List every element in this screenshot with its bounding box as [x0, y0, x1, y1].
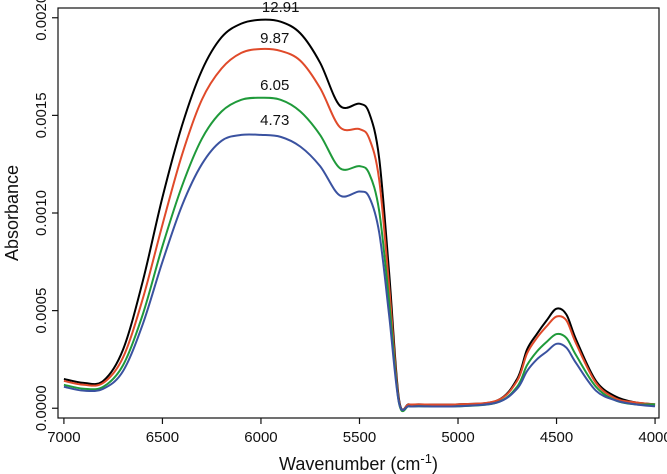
x-axis-title-superscript: -1: [420, 451, 432, 466]
x-tick-label: 6500: [146, 429, 179, 446]
series-label: 6.05: [260, 77, 289, 94]
series-label: 12.91: [262, 0, 300, 16]
x-tick-label: 6000: [244, 429, 277, 446]
series-layer: [63, 18, 656, 413]
series-label: 4.73: [260, 112, 289, 129]
y-axis-title: Absorbance: [2, 165, 22, 261]
annotation-layer: 12.91 9.87 6.05 4.73: [260, 0, 299, 129]
y-tick-label: 0.0005: [33, 288, 50, 334]
series-label: 9.87: [260, 30, 289, 47]
x-axis-title-suffix: ): [432, 454, 438, 474]
series-line-6.05: [63, 96, 656, 413]
y-axis-ticks: 0.0000 0.0005 0.0010 0.0015 0.0020: [33, 0, 58, 431]
y-tick-label: 0.0010: [33, 190, 50, 236]
x-tick-label: 4500: [540, 429, 573, 446]
plot-frame: [57, 7, 660, 419]
x-tick-label: 5500: [343, 429, 376, 446]
x-axis-title-main: Wavenumber (cm: [279, 454, 420, 474]
y-tick-label: 0.0020: [33, 0, 50, 41]
x-tick-label: 7000: [47, 429, 80, 446]
x-axis-title: Wavenumber (cm-1): [279, 451, 438, 474]
y-tick-label: 0.0000: [33, 385, 50, 431]
x-tick-label: 5000: [441, 429, 474, 446]
series-line-9.87: [63, 47, 656, 412]
series-line-4.73: [63, 133, 656, 412]
series-line-12.91: [63, 18, 656, 411]
y-tick-label: 0.0015: [33, 92, 50, 138]
